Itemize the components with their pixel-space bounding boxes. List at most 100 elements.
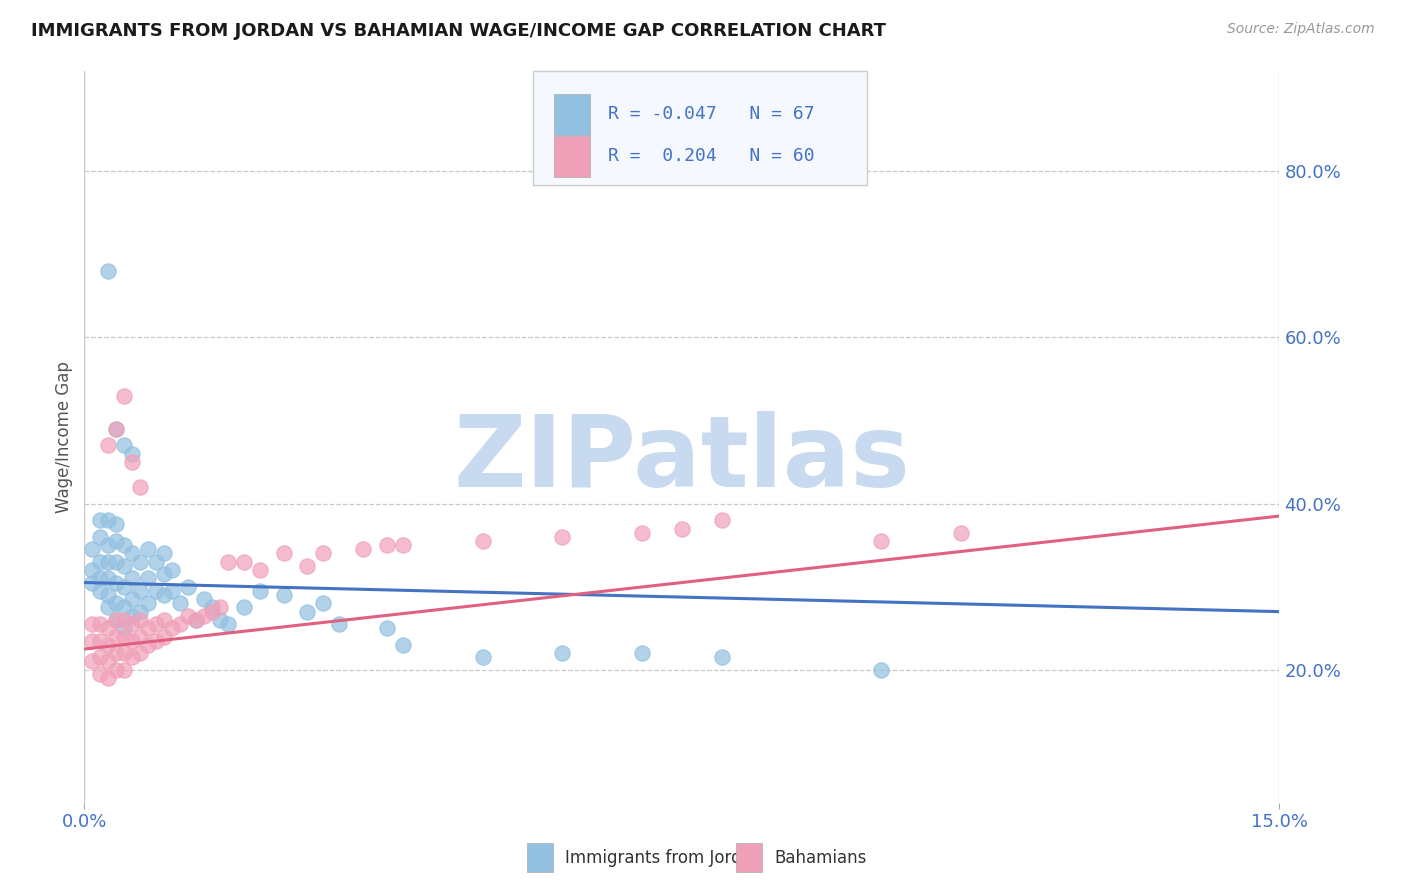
- Point: [97, 571, 120, 585]
- Point: [160, 563, 183, 577]
- Point: [392, 538, 415, 552]
- Point: [112, 630, 135, 644]
- Point: [949, 525, 972, 540]
- Point: [112, 388, 135, 402]
- Point: [392, 638, 415, 652]
- Point: [551, 646, 574, 660]
- Point: [129, 480, 152, 494]
- Point: [112, 538, 135, 552]
- Bar: [554, 95, 591, 135]
- Point: [273, 588, 295, 602]
- Point: [105, 533, 128, 548]
- Point: [710, 650, 733, 665]
- Point: [297, 558, 319, 573]
- Text: R =  0.204   N = 60: R = 0.204 N = 60: [607, 147, 814, 165]
- Point: [105, 575, 128, 590]
- Point: [208, 613, 231, 627]
- Point: [193, 608, 215, 623]
- Point: [177, 580, 200, 594]
- Point: [136, 596, 159, 610]
- Point: [105, 630, 128, 644]
- Point: [112, 600, 135, 615]
- Point: [82, 563, 104, 577]
- Point: [89, 530, 111, 544]
- Point: [136, 621, 159, 635]
- Point: [82, 655, 104, 669]
- Point: [89, 571, 111, 585]
- Point: [177, 608, 200, 623]
- Point: [89, 583, 111, 598]
- Bar: [533, 71, 868, 185]
- Point: [112, 613, 135, 627]
- Point: [312, 596, 335, 610]
- Point: [129, 630, 152, 644]
- Point: [153, 588, 176, 602]
- Point: [184, 613, 207, 627]
- Point: [145, 583, 167, 598]
- Point: [145, 633, 167, 648]
- Point: [471, 533, 494, 548]
- Point: [97, 655, 120, 669]
- Point: [82, 542, 104, 557]
- Point: [121, 608, 143, 623]
- Point: [97, 555, 120, 569]
- Bar: [527, 843, 553, 872]
- Point: [121, 571, 143, 585]
- Point: [112, 438, 135, 452]
- Point: [97, 264, 120, 278]
- Point: [97, 588, 120, 602]
- Point: [169, 617, 191, 632]
- Point: [112, 558, 135, 573]
- Point: [105, 517, 128, 532]
- Point: [249, 583, 271, 598]
- Point: [82, 617, 104, 632]
- Point: [129, 555, 152, 569]
- Point: [217, 555, 239, 569]
- Point: [89, 667, 111, 681]
- Text: ZIPatlas: ZIPatlas: [454, 410, 910, 508]
- Text: Bahamians: Bahamians: [773, 848, 866, 867]
- Point: [105, 422, 128, 436]
- Point: [121, 650, 143, 665]
- Point: [121, 633, 143, 648]
- Point: [97, 638, 120, 652]
- Point: [710, 513, 733, 527]
- Point: [105, 663, 128, 677]
- Point: [145, 555, 167, 569]
- Text: IMMIGRANTS FROM JORDAN VS BAHAMIAN WAGE/INCOME GAP CORRELATION CHART: IMMIGRANTS FROM JORDAN VS BAHAMIAN WAGE/…: [31, 22, 886, 40]
- Point: [201, 600, 224, 615]
- Point: [160, 621, 183, 635]
- Point: [297, 605, 319, 619]
- Point: [121, 455, 143, 469]
- Point: [184, 613, 207, 627]
- Point: [153, 613, 176, 627]
- Point: [136, 542, 159, 557]
- Point: [97, 600, 120, 615]
- Point: [312, 546, 335, 560]
- Point: [136, 571, 159, 585]
- Point: [328, 617, 350, 632]
- Point: [112, 580, 135, 594]
- Point: [121, 617, 143, 632]
- Point: [129, 583, 152, 598]
- Point: [97, 621, 120, 635]
- Point: [105, 422, 128, 436]
- Point: [89, 617, 111, 632]
- Point: [631, 525, 654, 540]
- Point: [112, 646, 135, 660]
- Point: [129, 613, 152, 627]
- Point: [671, 521, 693, 535]
- Point: [97, 513, 120, 527]
- Point: [89, 650, 111, 665]
- Point: [105, 646, 128, 660]
- Point: [232, 600, 254, 615]
- Point: [375, 621, 398, 635]
- Text: R = -0.047   N = 67: R = -0.047 N = 67: [607, 105, 814, 123]
- Bar: [554, 136, 591, 177]
- Point: [121, 546, 143, 560]
- Point: [471, 650, 494, 665]
- Point: [121, 447, 143, 461]
- Point: [129, 605, 152, 619]
- Bar: [735, 843, 762, 872]
- Point: [870, 663, 893, 677]
